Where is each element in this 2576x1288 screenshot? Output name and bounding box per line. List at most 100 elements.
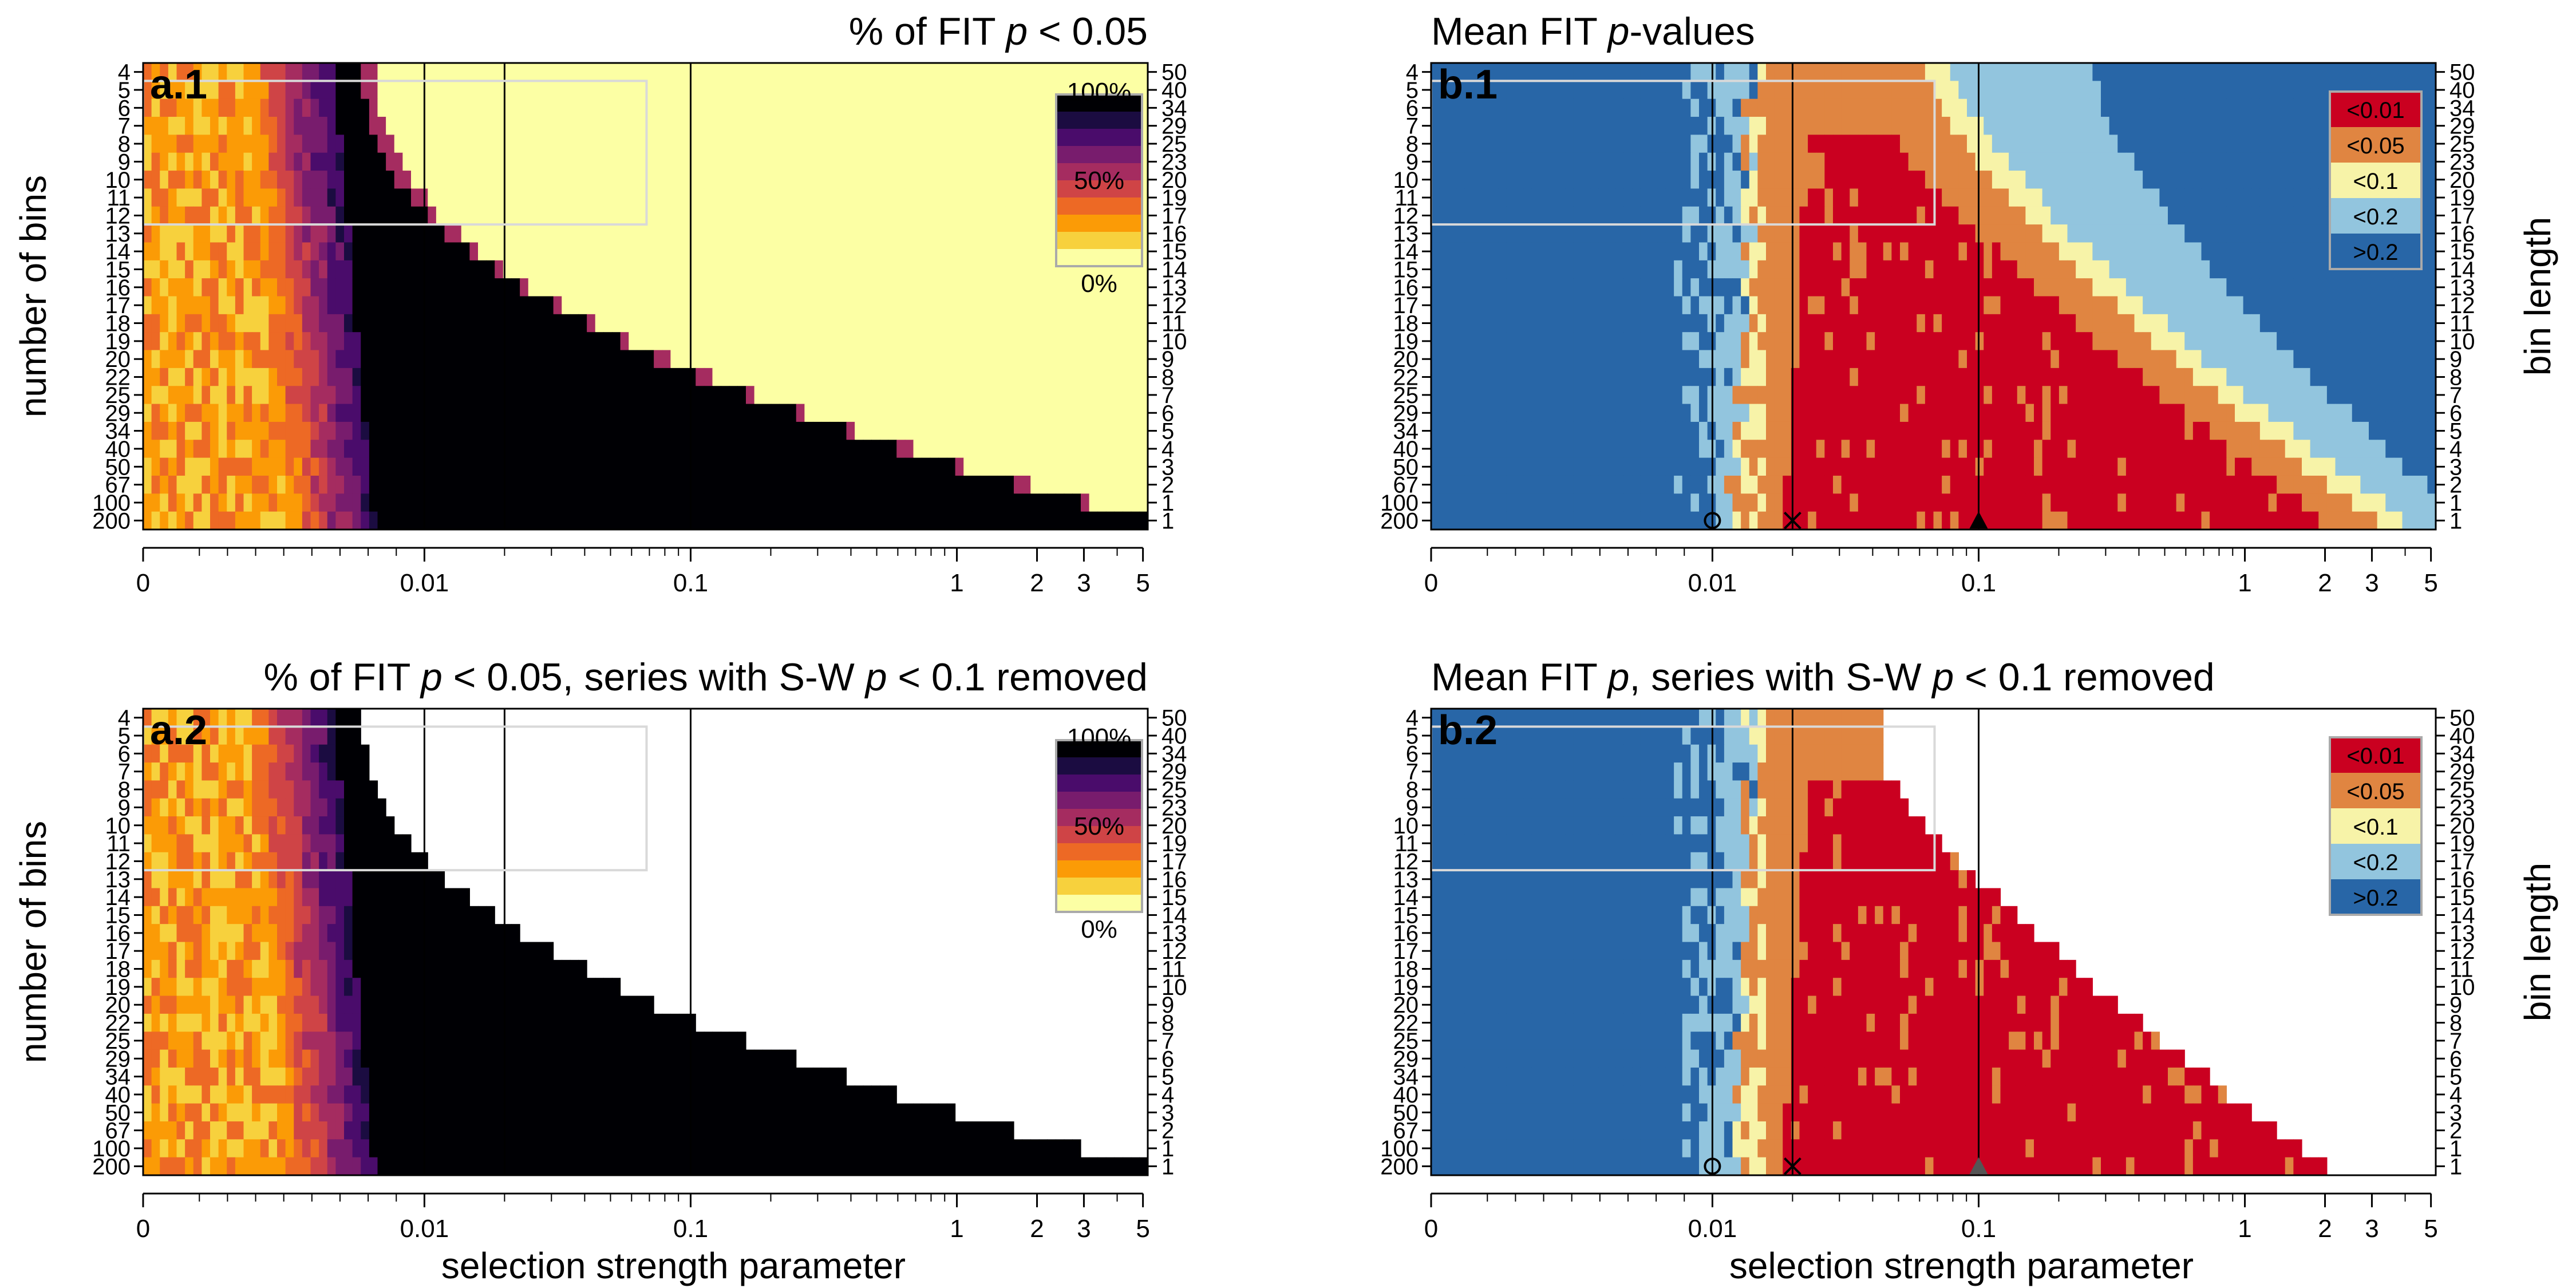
heatmap-cell [260, 350, 269, 369]
heatmap-cell [696, 386, 705, 405]
heatmap-cell [980, 188, 989, 207]
heatmap-cell [562, 440, 571, 459]
heatmap-cell [846, 63, 855, 81]
heatmap-cell [595, 296, 604, 315]
heatmap-cell [989, 98, 998, 117]
heatmap-cell [1732, 188, 1741, 207]
heatmap-cell [319, 188, 328, 207]
heatmap-cell [1732, 98, 1741, 117]
heatmap-cell [654, 188, 663, 207]
heatmap-cell [545, 386, 554, 405]
heatmap-cell [1038, 511, 1048, 530]
heatmap-cell [1506, 117, 1515, 135]
heatmap-cell [963, 314, 973, 333]
heatmap-cell [1064, 314, 1073, 333]
heatmap-cell [2168, 117, 2177, 135]
heatmap-cell [855, 278, 864, 297]
heatmap-cell [528, 314, 537, 333]
heatmap-cell [361, 386, 370, 405]
heatmap-cell [863, 98, 872, 117]
heatmap-cell [227, 81, 236, 100]
heatmap-cell [754, 224, 763, 243]
heatmap-cell [1942, 81, 1951, 100]
heatmap-cell [193, 296, 202, 315]
heatmap-cell [1766, 224, 1775, 243]
heatmap-cell [670, 511, 679, 530]
heatmap-cell [1523, 98, 1532, 117]
heatmap-cell [210, 368, 219, 386]
heatmap-cell [411, 171, 420, 189]
heatmap-cell [268, 440, 278, 459]
heatmap-cell [562, 117, 571, 135]
heatmap-cell [1774, 188, 1783, 207]
heatmap-cell [210, 117, 219, 135]
heatmap-cell [1005, 224, 1014, 243]
heatmap-cell [402, 457, 412, 476]
heatmap-cell [193, 81, 202, 100]
heatmap-cell [2218, 117, 2227, 135]
heatmap-cell [1975, 188, 1984, 207]
heatmap-cell [218, 421, 227, 440]
heatmap-cell [2042, 206, 2051, 225]
heatmap-cell [2017, 242, 2026, 261]
heatmap-cell [888, 421, 897, 440]
heatmap-cell [1716, 117, 1725, 135]
heatmap-cell [1114, 440, 1123, 459]
heatmap-cell [2176, 278, 2185, 297]
heatmap-cell [436, 188, 445, 207]
heatmap-cell [2067, 260, 2076, 279]
heatmap-cell [2259, 242, 2269, 261]
heatmap-cell [771, 206, 780, 225]
heatmap-cell [1498, 260, 1507, 279]
heatmap-cell [1022, 314, 1031, 333]
heatmap-cell [277, 440, 286, 459]
heatmap-cell [729, 135, 738, 153]
heatmap-cell [896, 242, 906, 261]
heatmap-cell [436, 421, 445, 440]
heatmap-cell [1582, 98, 1591, 117]
heatmap-cell [696, 457, 705, 476]
heatmap-cell [788, 260, 797, 279]
heatmap-cell [210, 457, 219, 476]
heatmap-cell [2226, 242, 2235, 261]
heatmap-cell [1131, 278, 1140, 297]
heatmap-cell [1089, 457, 1098, 476]
heatmap-cell [863, 440, 872, 459]
heatmap-cell [469, 188, 479, 207]
heatmap-cell [444, 404, 453, 422]
heatmap-cell [302, 296, 311, 315]
heatmap-cell [310, 260, 319, 279]
heatmap-cell [1757, 278, 1767, 297]
heatmap-cell [377, 98, 386, 117]
heatmap-cell [478, 206, 487, 225]
heatmap-cell [654, 332, 663, 351]
heatmap-cell [1030, 368, 1040, 386]
heatmap-cell [1674, 98, 1683, 117]
heatmap-cell [168, 152, 177, 171]
heatmap-cell [285, 440, 294, 459]
heatmap-cell [285, 98, 294, 117]
heatmap-cell [796, 188, 805, 207]
heatmap-cell [1824, 260, 1834, 279]
heatmap-cell [310, 171, 319, 189]
heatmap-cell [2293, 296, 2302, 315]
heatmap-cell [562, 475, 571, 494]
heatmap-cell [1081, 350, 1090, 369]
heatmap-cell [2268, 63, 2277, 81]
heatmap-cell [670, 81, 679, 100]
heatmap-cell [654, 242, 663, 261]
heatmap-cell [989, 206, 998, 225]
heatmap-cell [2009, 135, 2018, 153]
heatmap-cell [2427, 242, 2436, 261]
heatmap-cell [829, 278, 839, 297]
heatmap-cell [620, 440, 629, 459]
heatmap-cell [1081, 440, 1090, 459]
heatmap-cell [386, 206, 395, 225]
heatmap-cell [829, 135, 839, 153]
heatmap-cell [2184, 81, 2194, 100]
heatmap-cell [863, 81, 872, 100]
heatmap-cell [662, 404, 671, 422]
heatmap-cell [486, 152, 495, 171]
heatmap-cell [746, 81, 755, 100]
heatmap-cell [821, 440, 830, 459]
